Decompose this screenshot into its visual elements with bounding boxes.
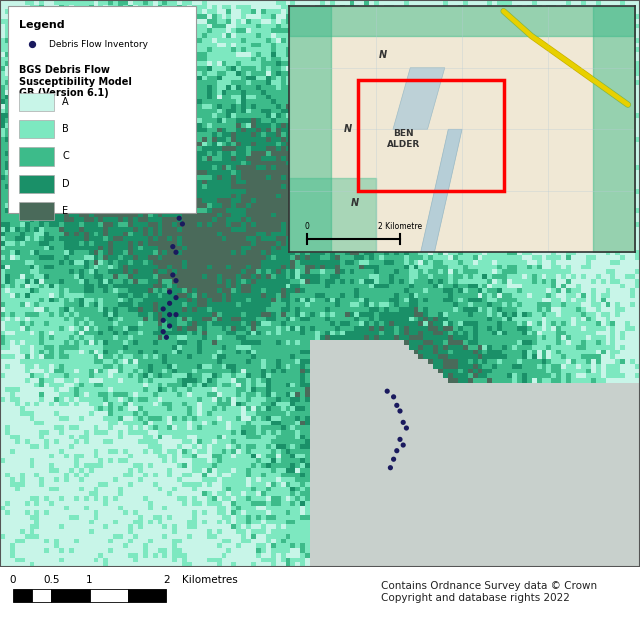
Bar <box>19 120 54 138</box>
Point <box>129 202 140 212</box>
Point <box>395 406 405 416</box>
Point <box>158 304 168 314</box>
Point <box>91 202 101 212</box>
Point <box>171 310 181 320</box>
Point <box>174 213 184 223</box>
Point <box>123 202 133 212</box>
Point <box>385 463 396 473</box>
Point <box>164 321 175 331</box>
Text: B: B <box>62 124 69 135</box>
Text: 2 Kilometre: 2 Kilometre <box>378 222 422 231</box>
Text: 0.5: 0.5 <box>43 575 60 585</box>
Point <box>142 202 152 212</box>
Point <box>171 247 181 257</box>
Point <box>116 202 127 212</box>
Text: D: D <box>62 179 70 189</box>
Point <box>158 199 168 209</box>
Point <box>158 326 168 336</box>
Point <box>27 39 37 49</box>
Point <box>148 202 159 212</box>
Point <box>136 202 146 212</box>
Bar <box>128 589 166 602</box>
Point <box>171 275 181 285</box>
Bar <box>32 589 51 602</box>
Point <box>177 219 188 229</box>
Point <box>388 454 399 464</box>
Point <box>171 293 181 303</box>
Text: 2: 2 <box>163 575 170 585</box>
Text: Contains Ordnance Survey data © Crown
Copyright and database rights 2022: Contains Ordnance Survey data © Crown Co… <box>381 581 597 603</box>
Bar <box>19 148 54 166</box>
Bar <box>19 174 54 193</box>
Text: Kilometres: Kilometres <box>182 575 238 585</box>
Bar <box>13 589 32 602</box>
Bar <box>51 589 90 602</box>
Point <box>382 386 392 396</box>
Text: N: N <box>378 50 387 60</box>
Polygon shape <box>393 68 445 130</box>
Text: BEN
ALDER: BEN ALDER <box>387 130 420 149</box>
Text: N: N <box>351 198 359 208</box>
Point <box>398 440 408 450</box>
Point <box>392 445 402 455</box>
Point <box>392 401 402 411</box>
Text: Debris Flow Inventory: Debris Flow Inventory <box>49 40 148 49</box>
Point <box>97 202 108 212</box>
Text: 0: 0 <box>10 575 16 585</box>
Point <box>164 287 175 297</box>
Text: 1: 1 <box>86 575 93 585</box>
Point <box>168 270 178 280</box>
Text: Legend: Legend <box>19 20 65 30</box>
Point <box>164 202 175 212</box>
Text: A: A <box>62 97 68 107</box>
Point <box>398 417 408 427</box>
Text: E: E <box>62 206 68 216</box>
Text: N: N <box>344 124 352 135</box>
Bar <box>358 80 504 191</box>
Point <box>110 202 120 212</box>
Point <box>168 242 178 252</box>
Point <box>395 434 405 444</box>
Text: BGS Debris Flow
Susceptibility Model
GB (Version 6.1): BGS Debris Flow Susceptibility Model GB … <box>19 65 132 98</box>
Text: C: C <box>62 151 69 161</box>
Bar <box>8 6 196 212</box>
Point <box>401 423 412 433</box>
Point <box>164 310 175 320</box>
Text: 0: 0 <box>304 222 309 231</box>
Polygon shape <box>420 130 462 252</box>
Point <box>104 202 114 212</box>
Bar <box>90 589 128 602</box>
Point <box>158 315 168 325</box>
Point <box>388 392 399 402</box>
Bar <box>19 202 54 220</box>
Point <box>164 298 175 308</box>
Point <box>161 332 172 342</box>
Bar <box>19 93 54 111</box>
